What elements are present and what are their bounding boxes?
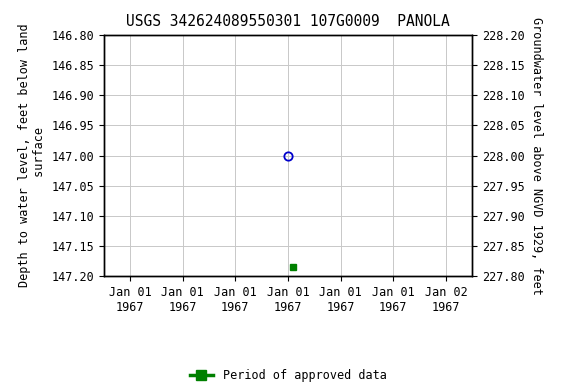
- Legend: Period of approved data: Period of approved data: [185, 364, 391, 384]
- Title: USGS 342624089550301 107G0009  PANOLA: USGS 342624089550301 107G0009 PANOLA: [126, 14, 450, 29]
- Y-axis label: Depth to water level, feet below land
 surface: Depth to water level, feet below land su…: [18, 24, 46, 287]
- Y-axis label: Groundwater level above NGVD 1929, feet: Groundwater level above NGVD 1929, feet: [530, 17, 543, 295]
